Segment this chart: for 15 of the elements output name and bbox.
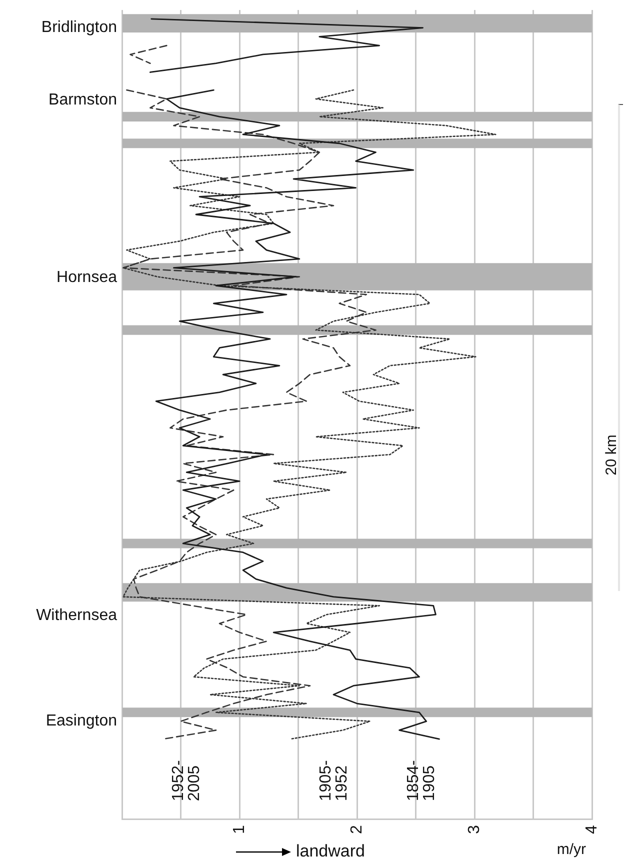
y-tick-label: Bridlington — [41, 18, 117, 36]
text: landward — [296, 842, 365, 861]
text: 1854-1905 — [405, 760, 438, 802]
text: 1952-2005 — [170, 760, 204, 802]
x-tick-label: 1 — [230, 825, 248, 834]
y-tick-label: Barmston — [48, 91, 117, 108]
x-tick-label: 2 — [348, 825, 366, 834]
x-tick-label: 3 — [466, 825, 483, 834]
y-tick-label: Withernsea — [36, 607, 118, 624]
text: 20 km — [603, 434, 620, 476]
x-tick-label: 4 — [583, 825, 600, 834]
text: 1905-1952 — [318, 760, 351, 802]
y-tick-label: Hornsea — [56, 269, 118, 286]
x-axis-title: m/yr — [556, 841, 586, 858]
y-tick-label: Easington — [46, 712, 117, 730]
